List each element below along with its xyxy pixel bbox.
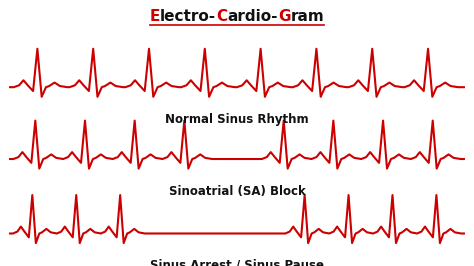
Text: ardio-: ardio- — [228, 9, 278, 24]
Text: Sinoatrial (SA) Block: Sinoatrial (SA) Block — [169, 185, 305, 198]
Text: Sinus Arrest / Sinus Pause: Sinus Arrest / Sinus Pause — [150, 258, 324, 266]
Text: E: E — [150, 9, 160, 24]
Text: C: C — [216, 9, 228, 24]
Text: lectro-: lectro- — [160, 9, 216, 24]
Text: Normal Sinus Rhythm: Normal Sinus Rhythm — [165, 113, 309, 126]
Text: ram: ram — [291, 9, 324, 24]
Text: G: G — [278, 9, 291, 24]
